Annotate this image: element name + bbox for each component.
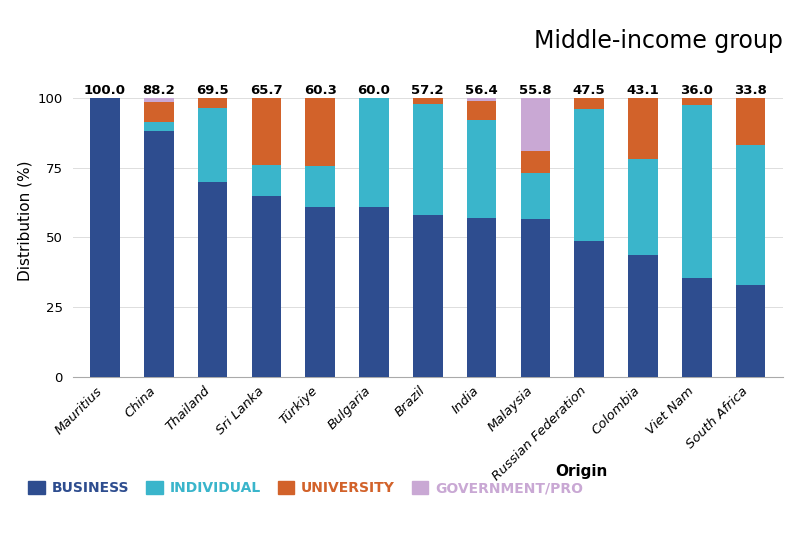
Bar xyxy=(466,121,496,218)
Bar xyxy=(359,98,389,207)
Bar xyxy=(252,195,281,377)
Bar xyxy=(359,207,389,377)
Bar xyxy=(413,103,442,215)
Bar xyxy=(521,219,550,377)
Text: 56.4: 56.4 xyxy=(465,83,498,97)
Text: 65.7: 65.7 xyxy=(250,83,282,97)
Bar xyxy=(252,98,281,165)
Bar xyxy=(628,256,658,377)
Bar xyxy=(144,131,174,377)
Bar xyxy=(575,242,604,377)
Text: 69.5: 69.5 xyxy=(196,83,229,97)
Text: 60.3: 60.3 xyxy=(303,83,337,97)
Bar xyxy=(736,98,765,145)
Bar xyxy=(736,145,765,285)
Bar xyxy=(466,101,496,121)
Text: 100.0: 100.0 xyxy=(84,83,126,97)
Text: 88.2: 88.2 xyxy=(142,83,175,97)
Bar xyxy=(90,98,119,377)
Bar xyxy=(198,182,228,377)
Bar xyxy=(198,108,228,182)
Text: Origin: Origin xyxy=(555,464,607,479)
Bar xyxy=(628,98,658,159)
Bar xyxy=(628,159,658,256)
Text: 55.8: 55.8 xyxy=(519,83,552,97)
Bar xyxy=(682,98,712,105)
Bar xyxy=(144,102,174,122)
Bar xyxy=(413,98,442,103)
Text: Middle-income group: Middle-income group xyxy=(534,29,783,53)
Text: 43.1: 43.1 xyxy=(626,83,659,97)
Bar xyxy=(575,109,604,242)
Bar xyxy=(521,98,550,151)
Bar xyxy=(252,165,281,195)
Bar xyxy=(466,218,496,377)
Legend: BUSINESS, INDIVIDUAL, UNIVERSITY, GOVERNMENT/PRO: BUSINESS, INDIVIDUAL, UNIVERSITY, GOVERN… xyxy=(23,476,589,501)
Bar xyxy=(305,166,335,207)
Bar xyxy=(736,285,765,377)
Text: 47.5: 47.5 xyxy=(573,83,605,97)
Bar xyxy=(466,98,496,101)
Bar xyxy=(682,278,712,377)
Bar xyxy=(413,215,442,377)
Y-axis label: Distribution (%): Distribution (%) xyxy=(17,160,32,281)
Bar xyxy=(198,98,228,108)
Bar xyxy=(521,173,550,219)
Bar xyxy=(305,98,335,166)
Bar xyxy=(144,122,174,131)
Bar xyxy=(575,98,604,109)
Text: 57.2: 57.2 xyxy=(412,83,444,97)
Bar xyxy=(305,207,335,377)
Text: 60.0: 60.0 xyxy=(358,83,391,97)
Bar xyxy=(682,105,712,278)
Bar xyxy=(144,98,174,102)
Text: 36.0: 36.0 xyxy=(680,83,713,97)
Text: 33.8: 33.8 xyxy=(734,83,767,97)
Bar xyxy=(521,151,550,173)
